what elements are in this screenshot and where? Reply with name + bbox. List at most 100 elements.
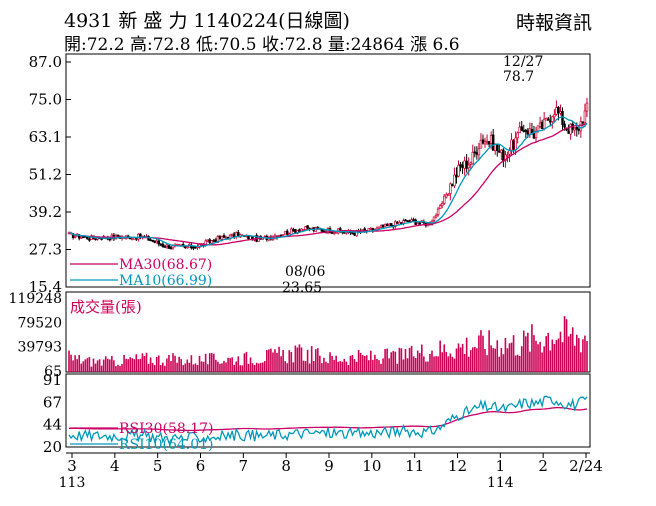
volume-bar — [127, 359, 129, 372]
volume-bar — [435, 356, 437, 372]
volume-bar — [270, 348, 272, 372]
x-year-label: 113 — [59, 475, 86, 491]
volume-bar — [541, 352, 543, 372]
volume-bar — [325, 361, 327, 372]
volume-bar — [310, 346, 313, 372]
volume-bar — [229, 358, 231, 372]
candle-body — [532, 133, 536, 139]
volume-bar — [323, 357, 325, 372]
candle-body — [210, 240, 214, 244]
volume-bar — [290, 351, 293, 372]
candle-body — [438, 205, 442, 209]
volume-bar — [571, 327, 574, 372]
volume-bar — [225, 362, 227, 372]
candle-body — [387, 223, 391, 226]
volume-bar — [402, 359, 405, 372]
volume-bar — [210, 353, 213, 372]
volume-bar — [215, 359, 217, 372]
volume-bar — [359, 352, 362, 372]
volume-bar — [351, 354, 354, 372]
candle-body — [157, 240, 160, 245]
rsi30-line — [69, 406, 588, 432]
volume-bar — [449, 353, 452, 372]
volume-tick-label: 79520 — [17, 315, 62, 331]
volume-bar — [237, 356, 240, 372]
volume-bar — [266, 350, 268, 372]
volume-bar — [125, 358, 127, 372]
volume-bar — [219, 363, 221, 372]
candle-body — [130, 238, 134, 241]
volume-bar — [547, 332, 550, 372]
candle-body — [394, 221, 397, 227]
volume-bar — [78, 354, 81, 372]
x-tick-label: 3 — [67, 457, 77, 475]
volume-bar — [518, 355, 521, 372]
price-tick-label: 51.2 — [29, 166, 62, 184]
legend-label-ma10: MA10(66.99) — [119, 273, 212, 289]
candle-body — [222, 235, 226, 238]
volume-bar — [578, 338, 580, 372]
volume-bar — [543, 346, 545, 372]
volume-bar — [565, 319, 568, 372]
volume-bar — [555, 340, 558, 372]
volume-panel-title: 成交量(張) — [70, 298, 142, 316]
candle-body — [418, 222, 422, 225]
candle-body — [147, 235, 150, 241]
volume-bar — [382, 358, 384, 372]
volume-bar — [471, 347, 474, 372]
volume-tick-label: 119248 — [9, 291, 62, 307]
volume-bar — [349, 355, 352, 372]
volume-bar — [376, 359, 378, 372]
volume-bar — [180, 359, 182, 372]
volume-bar — [423, 356, 425, 372]
volume-bar — [88, 356, 91, 372]
candle-body — [300, 228, 303, 232]
volume-bar — [223, 360, 225, 372]
candlesticks — [67, 97, 589, 250]
volume-bar — [335, 355, 337, 372]
volume-bar — [102, 359, 105, 372]
candle-body — [194, 246, 197, 249]
volume-bar — [268, 349, 270, 372]
candle-body — [159, 243, 163, 246]
candle-body — [330, 232, 334, 234]
legend-label-ma30: MA30(68.67) — [119, 257, 212, 273]
volume-bar — [533, 335, 535, 372]
volume-bar — [469, 350, 472, 372]
volume-bar — [567, 336, 570, 372]
volume-bar — [70, 354, 72, 372]
x-tick-label: 6 — [196, 457, 206, 475]
x-tick-label: 2/24 — [569, 457, 603, 475]
candle-body — [381, 224, 385, 228]
volume-bar — [104, 356, 107, 372]
candle-body — [294, 229, 297, 233]
candle-body — [461, 165, 464, 169]
volume-bar — [276, 352, 278, 372]
volume-bar — [482, 335, 484, 372]
volume-bar — [537, 344, 539, 372]
volume-bar — [582, 339, 584, 372]
candle-body — [451, 184, 454, 187]
candle-body — [383, 224, 387, 227]
candle-body — [471, 151, 475, 165]
candle-body — [522, 130, 526, 132]
volume-bar — [363, 356, 366, 372]
volume-bar — [529, 351, 531, 372]
candle-body — [186, 246, 189, 249]
volume-bar — [98, 359, 101, 372]
high-value-annotation: 78.7 — [503, 69, 534, 85]
volume-bar — [231, 357, 233, 372]
candle-body — [483, 141, 487, 145]
candle-body — [540, 121, 544, 129]
candle-body — [151, 239, 154, 242]
volume-bar — [437, 356, 439, 372]
high-date-annotation: 12/27 — [503, 54, 543, 70]
volume-bar — [155, 356, 158, 372]
candle-body — [404, 219, 407, 222]
volume-bar — [233, 364, 235, 372]
candle-body — [334, 231, 338, 234]
volume-bar — [427, 361, 429, 372]
volume-bar — [406, 358, 409, 372]
volume-bar — [168, 355, 170, 372]
